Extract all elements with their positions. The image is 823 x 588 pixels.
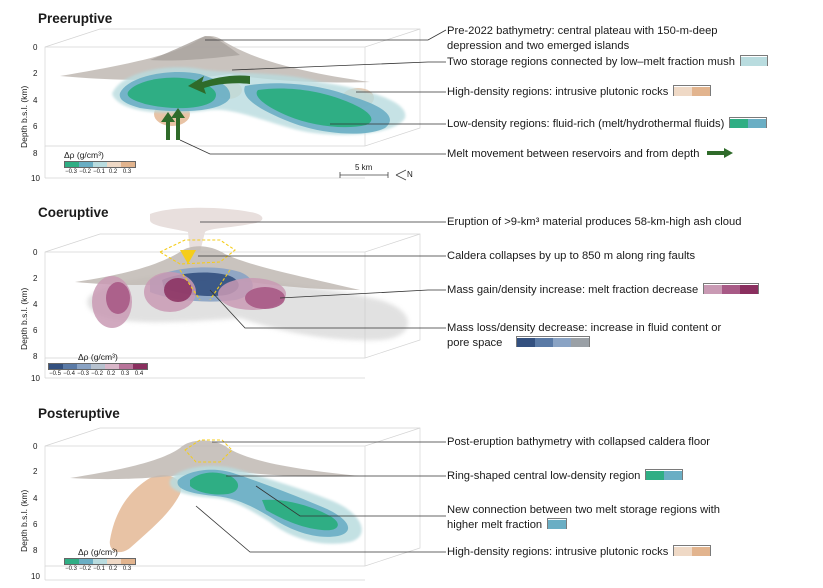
high-density-bodies bbox=[109, 475, 181, 553]
leader-lines bbox=[179, 29, 447, 155]
colorbar-gradient bbox=[64, 161, 136, 168]
colorbar-gradient bbox=[64, 558, 136, 565]
colorbar-tick: 0.4 bbox=[134, 371, 144, 377]
bounding-box bbox=[44, 28, 421, 179]
label-melt-movement: Melt movement between reservoirs and fro… bbox=[447, 147, 734, 162]
caldera-ring-fault bbox=[158, 239, 236, 301]
depth-axis-label: Depth b.s.l. (km) bbox=[19, 85, 29, 148]
panel-title-coeruptive: Coeruptive bbox=[38, 205, 109, 220]
colorbar-tick: 0.3 bbox=[122, 169, 132, 175]
melt-arrow-icon bbox=[707, 148, 734, 158]
scale-bar bbox=[339, 169, 407, 181]
mass-gain-bodies bbox=[92, 272, 286, 328]
colorbar-posteruptive: Δρ (g/cm³) −0.3 −0.2 −0.1 0.2 0.3 bbox=[64, 547, 136, 572]
depth-tick: 10 bbox=[31, 374, 40, 383]
label-bathymetry: Pre-2022 bathymetry: central plateau wit… bbox=[447, 25, 718, 52]
depth-tick: 8 bbox=[33, 149, 38, 158]
colorbar-coeruptive: Δρ (g/cm³) −0.5 −0.4 −0.3 −0.2 0.2 0.3 0… bbox=[48, 352, 148, 377]
panel-posteruptive bbox=[44, 427, 446, 581]
label-mass-gain: Mass gain/density increase: melt fractio… bbox=[447, 283, 760, 298]
depth-tick: 6 bbox=[33, 326, 38, 335]
bounding-box bbox=[44, 233, 421, 379]
caldera-collapse-arrow bbox=[180, 250, 196, 264]
label-high-density: High-density regions: intrusive plutonic… bbox=[447, 85, 712, 100]
swatch-connection bbox=[547, 517, 568, 529]
colorbar-ticks: −0.3 −0.2 −0.1 0.2 0.3 bbox=[64, 169, 136, 175]
label-low-density: Low-density regions: fluid-rich (melt/hy… bbox=[447, 117, 768, 132]
swatch-ring-low-density bbox=[645, 469, 684, 480]
depth-tick: 4 bbox=[33, 300, 38, 309]
leader-lines bbox=[195, 441, 446, 553]
depth-tick: 8 bbox=[33, 546, 38, 555]
ash-cloud bbox=[150, 207, 263, 252]
swatch-mass-gain bbox=[703, 283, 760, 294]
colorbar-tick: 0.3 bbox=[122, 566, 132, 572]
depth-tick: 10 bbox=[31, 572, 40, 581]
label-caldera-collapse: Caldera collapses by up to 850 m along r… bbox=[447, 250, 696, 262]
colorbar-ticks: −0.5 −0.4 −0.3 −0.2 0.2 0.3 0.4 bbox=[48, 371, 148, 377]
depth-tick: 4 bbox=[33, 494, 38, 503]
depth-tick: 2 bbox=[33, 274, 38, 283]
label-mass-loss: Mass loss/density decrease: increase in … bbox=[447, 322, 722, 349]
colorbar-tick: 0.2 bbox=[106, 371, 116, 377]
melt-movement-arrows bbox=[161, 75, 250, 140]
colorbar-title: Δρ (g/cm³) bbox=[78, 547, 118, 557]
swatch-mush bbox=[739, 55, 768, 66]
depth-tick: 8 bbox=[33, 352, 38, 361]
label-post-high-density: High-density regions: intrusive plutonic… bbox=[447, 545, 712, 560]
colorbar-tick: −0.4 bbox=[63, 371, 75, 377]
low-density-bodies bbox=[112, 67, 406, 135]
north-label: N bbox=[407, 170, 413, 179]
swatch-high-density bbox=[673, 85, 712, 96]
depth-tick: 6 bbox=[33, 122, 38, 131]
colorbar-gradient bbox=[48, 363, 148, 370]
label-ring-low-density: Ring-shaped central low-density region bbox=[447, 469, 684, 484]
bathymetry-surface bbox=[70, 440, 360, 480]
colorbar-tick: 0.3 bbox=[120, 371, 130, 377]
swatch-mass-loss bbox=[516, 335, 591, 347]
depth-tick: 0 bbox=[33, 442, 38, 451]
panel-preeruptive bbox=[44, 28, 447, 181]
colorbar-ticks: −0.3 −0.2 −0.1 0.2 0.3 bbox=[64, 566, 136, 572]
colorbar-tick: −0.2 bbox=[91, 371, 103, 377]
depth-tick: 4 bbox=[33, 96, 38, 105]
colorbar-tick: −0.3 bbox=[77, 371, 89, 377]
depth-tick: 2 bbox=[33, 467, 38, 476]
colorbar-tick: −0.1 bbox=[93, 566, 105, 572]
label-post-bathymetry: Post-eruption bathymetry with collapsed … bbox=[447, 436, 711, 448]
label-new-connection: New connection between two melt storage … bbox=[447, 504, 720, 531]
colorbar-tick: −0.1 bbox=[93, 169, 105, 175]
colorbar-title: Δρ (g/cm³) bbox=[78, 352, 118, 362]
label-storage-regions: Two storage regions connected by low–mel… bbox=[447, 55, 768, 70]
bathymetry-surface bbox=[60, 36, 370, 83]
colorbar-tick: 0.2 bbox=[108, 566, 118, 572]
panel-coeruptive bbox=[44, 207, 446, 379]
colorbar-tick: −0.2 bbox=[79, 169, 91, 175]
leader-lines bbox=[198, 221, 446, 329]
low-density-bodies bbox=[169, 465, 362, 544]
depth-tick: 6 bbox=[33, 520, 38, 529]
colorbar-title: Δρ (g/cm³) bbox=[64, 150, 104, 160]
depth-axis-label: Depth b.s.l. (km) bbox=[19, 287, 29, 350]
depth-tick: 10 bbox=[31, 174, 40, 183]
swatch-low-density bbox=[729, 117, 768, 128]
colorbar-tick: −0.3 bbox=[65, 566, 77, 572]
depth-axis-label: Depth b.s.l. (km) bbox=[19, 489, 29, 552]
swatch-post-high-density bbox=[673, 545, 712, 556]
colorbar-tick: −0.5 bbox=[49, 371, 61, 377]
depth-tick: 2 bbox=[33, 69, 38, 78]
panel-title-posteruptive: Posteruptive bbox=[38, 406, 120, 421]
scale-bar-label: 5 km bbox=[355, 163, 373, 172]
depth-tick: 0 bbox=[33, 248, 38, 257]
colorbar-tick: −0.2 bbox=[79, 566, 91, 572]
panel-title-preeruptive: Preeruptive bbox=[38, 11, 113, 26]
caldera-ring-fault bbox=[184, 439, 233, 463]
depth-tick: 0 bbox=[33, 43, 38, 52]
colorbar-preeruptive: Δρ (g/cm³) −0.3 −0.2 −0.1 0.2 0.3 bbox=[64, 150, 136, 175]
colorbar-tick: 0.2 bbox=[108, 169, 118, 175]
label-eruption: Eruption of >9-km³ material produces 58-… bbox=[447, 216, 742, 228]
colorbar-tick: −0.3 bbox=[65, 169, 77, 175]
